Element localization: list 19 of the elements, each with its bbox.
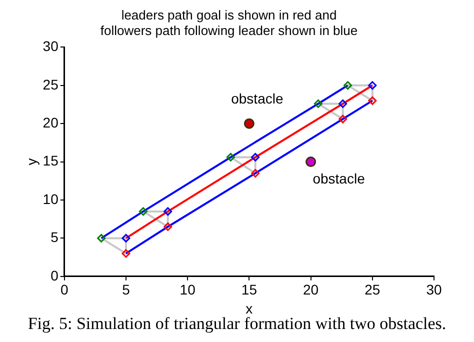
x-tick-label: 10 bbox=[180, 282, 196, 298]
y-tick-label: 25 bbox=[42, 76, 59, 92]
y-tick-label: 10 bbox=[42, 190, 59, 207]
x-tick-label: 15 bbox=[241, 282, 258, 298]
x-tick-label: 25 bbox=[364, 282, 380, 298]
chart-title: leaders path goal is shown in red and followers path following leader shown in blue bbox=[100, 7, 358, 38]
y-tick-label: 0 bbox=[50, 267, 59, 284]
series-label: obstacle bbox=[231, 90, 284, 106]
y-tick-label: 5 bbox=[50, 229, 59, 246]
caption: Fig. 5: Simulation of triangular formation with two obstacles. bbox=[26, 314, 448, 334]
y-tick-label: 15 bbox=[42, 152, 59, 169]
x-tick-label: 30 bbox=[426, 282, 442, 298]
y-axis-title: y bbox=[23, 158, 40, 166]
x-tick-label: 20 bbox=[303, 282, 319, 298]
x-tick-label: 5 bbox=[122, 282, 130, 298]
y-tick-label: 20 bbox=[42, 114, 59, 130]
series-label: obstacle bbox=[312, 170, 366, 187]
x-axis-title: x bbox=[246, 300, 253, 316]
y-tick-label: 30 bbox=[42, 38, 59, 54]
